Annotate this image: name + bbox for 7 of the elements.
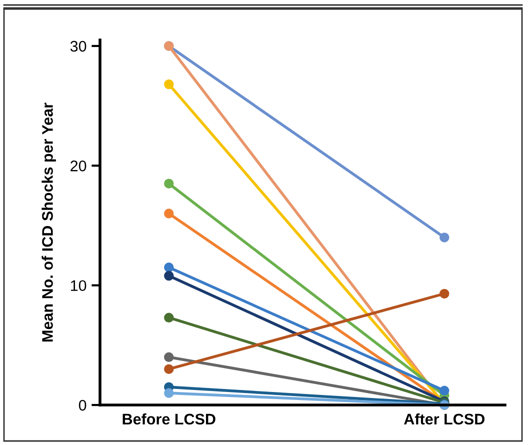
y-tick-label: 10 (70, 280, 86, 292)
y-tick-label: 30 (70, 40, 86, 52)
x-tick-label: After LCSD (404, 413, 484, 425)
y-tick-label: 20 (70, 160, 86, 172)
y-tick-label: 0 (78, 400, 86, 411)
y-axis-title: Mean No. of ICD Shocks per Year (42, 102, 56, 342)
x-tick-label: Before LCSD (122, 413, 216, 425)
